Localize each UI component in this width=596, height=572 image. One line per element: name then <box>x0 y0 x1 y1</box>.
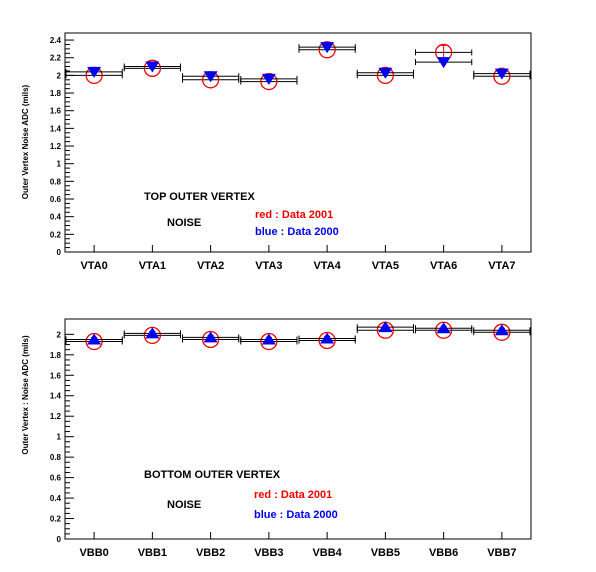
top-point-blue <box>87 66 102 78</box>
bottom-x-ticks: VBB0 VBB1 VBB2 VBB3 VBB4 VBB5 VBB6 VBB7 <box>79 532 517 559</box>
bot-y-tick-label: 1.6 <box>50 371 62 380</box>
top-y-tick-label: 2 <box>57 71 62 80</box>
top-point-blue <box>203 71 218 83</box>
bot-y-tick-label: 1 <box>57 433 62 442</box>
bot-y-tick-label: 0.8 <box>50 453 62 462</box>
top-x-tick-label: VTA7 <box>488 260 515 272</box>
bot-y-tick-label: 1.8 <box>50 351 62 360</box>
top-y-axis-label: Outer Vertex Noise ADC (mils) <box>21 84 30 199</box>
bot-x-tick-label: VBB4 <box>312 547 342 559</box>
top-y-tick-label: 0.8 <box>50 177 62 186</box>
bot-point-blue <box>436 322 451 334</box>
bottom-plot-frame <box>64 318 532 540</box>
top-chart-subtitle: NOISE <box>167 217 201 229</box>
top-point-blue <box>145 61 160 73</box>
top-point-blue <box>320 42 335 54</box>
bot-x-tick-label: VBB7 <box>487 547 516 559</box>
bot-y-tick-label: 2 <box>57 330 62 339</box>
bot-y-tick-label: 1.4 <box>50 392 62 401</box>
bot-x-tick-label: VBB3 <box>254 547 283 559</box>
top-point-red <box>318 41 336 59</box>
top-y-tick-label: 1 <box>57 160 62 169</box>
top-y-tick-label: 2.2 <box>50 54 62 63</box>
top-y-tick-label: 0 <box>57 248 62 257</box>
top-y-tick-label: 0.6 <box>50 195 62 204</box>
top-x-tick-label: VTA6 <box>430 260 457 272</box>
top-point-blue <box>261 73 276 85</box>
bot-y-tick-label: 1.2 <box>50 412 62 421</box>
top-y-tick-label: 1.6 <box>50 107 62 116</box>
bot-point-blue <box>378 321 393 333</box>
bot-x-tick-label: VBB0 <box>79 547 108 559</box>
top-point-red <box>493 67 511 85</box>
bot-x-tick-label: VBB1 <box>138 547 167 559</box>
top-point-blue <box>494 68 509 80</box>
top-panel: Outer Vertex Noise ADC (mils) 0 0.2 0.4 0.6… <box>21 32 532 272</box>
bottom-y-axis-label: Outer Vertex : Noise ADC (mils) <box>21 335 30 455</box>
bot-point-blue <box>320 332 335 344</box>
top-point-red <box>143 59 162 77</box>
top-y-tick-label: 0.4 <box>50 213 62 222</box>
bot-point-blue <box>87 333 102 345</box>
top-x-tick-label: VTA4 <box>313 260 341 272</box>
top-point-red <box>376 66 395 85</box>
top-x-tick-label: VTA3 <box>255 260 282 272</box>
bot-point-blue <box>261 333 276 345</box>
top-x-tick-label: VTA1 <box>139 260 166 272</box>
top-legend-blue: blue : Data 2000 <box>255 226 339 238</box>
top-x-ticks: VTA0 VTA1 VTA2 VTA3 VTA4 VTA5 VTA6 VTA7 <box>80 245 516 272</box>
bottom-panel: Outer Vertex : Noise ADC (mils) 00.20.40… <box>21 318 532 559</box>
top-y-tick-label: 1.2 <box>50 142 62 151</box>
top-y-tick-label: 0.2 <box>50 230 62 239</box>
top-point-red <box>260 72 278 91</box>
top-x-tick-label: VTA2 <box>197 260 224 272</box>
top-y-tick-label: 1.8 <box>50 89 62 98</box>
top-plot-frame <box>64 32 532 253</box>
top-point-blue <box>436 57 451 69</box>
top-x-tick-label: VTA5 <box>372 260 399 272</box>
bot-x-tick-label: VBB5 <box>371 547 400 559</box>
top-y-tick-label: 1.4 <box>50 124 62 133</box>
bot-point-blue <box>145 327 160 339</box>
top-y-tick-label: 2.4 <box>50 36 62 45</box>
top-legend-red: red : Data 2001 <box>255 209 333 221</box>
bot-x-tick-label: VBB6 <box>429 547 458 559</box>
bot-y-tick-label: 0.2 <box>50 515 62 524</box>
top-point-blue <box>378 67 393 79</box>
bottom-legend-red: red : Data 2001 <box>254 489 332 501</box>
top-data-marks <box>65 41 531 91</box>
bot-y-tick-label: 0 <box>57 535 62 544</box>
bot-point-blue <box>494 324 509 336</box>
bot-y-tick-label: 0.4 <box>50 494 62 503</box>
bot-y-tick-label: 0.6 <box>50 474 62 483</box>
bot-x-tick-label: VBB2 <box>196 547 225 559</box>
bottom-data-marks <box>65 321 531 351</box>
bottom-chart-title: BOTTOM OUTER VERTEX <box>144 469 281 481</box>
top-y-ticks: 0 0.2 0.4 0.6 0.8 1 1.2 1.4 1.6 1.8 2 2.2 2.4 <box>50 36 74 257</box>
top-chart-title: TOP OUTER VERTEX <box>144 191 256 203</box>
bottom-chart-subtitle: NOISE <box>167 499 201 511</box>
bot-point-blue <box>203 331 218 343</box>
bottom-legend-blue: blue : Data 2000 <box>254 509 338 521</box>
top-x-tick-label: VTA0 <box>80 260 107 272</box>
bottom-y-ticks: 0 0.2 0.4 0.6 0.8 1 1.2 1.4 1.6 1.8 2 <box>50 330 74 544</box>
